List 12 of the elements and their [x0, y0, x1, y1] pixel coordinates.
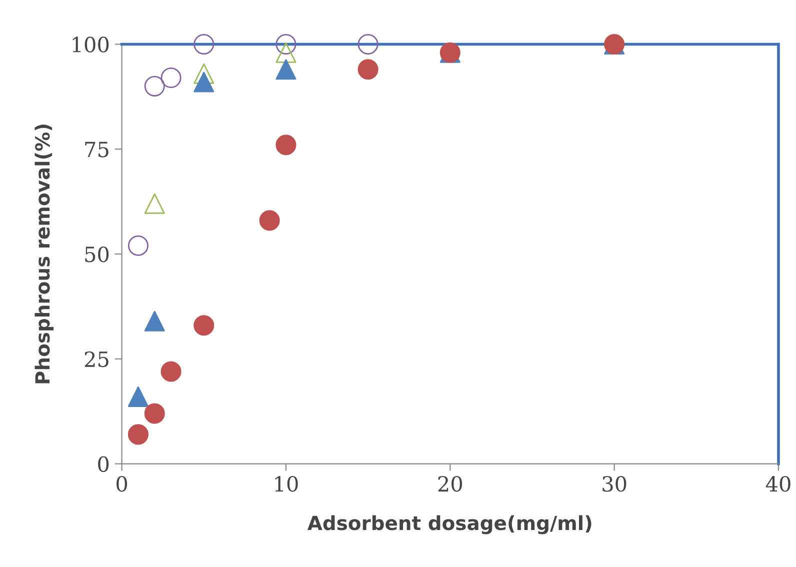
x-tick-label: 40 — [766, 476, 790, 492]
y-tick-label: 100 — [72, 36, 109, 52]
x-tick-label: 0 — [116, 476, 128, 492]
x-tick-label: 30 — [602, 476, 626, 492]
x-tick-label: 10 — [275, 476, 298, 492]
y-tick-label: 50 — [85, 246, 109, 262]
x-tick-label: 20 — [438, 476, 462, 492]
y-tick-label: 75 — [85, 142, 108, 158]
x-axis-title: Adsorbent dosage(mg/ml) — [307, 515, 592, 534]
y-tick-label: 25 — [84, 351, 108, 368]
y-tick-label: 0 — [98, 456, 109, 472]
y-axis-title: Phosphrous removal(%) — [34, 124, 54, 384]
